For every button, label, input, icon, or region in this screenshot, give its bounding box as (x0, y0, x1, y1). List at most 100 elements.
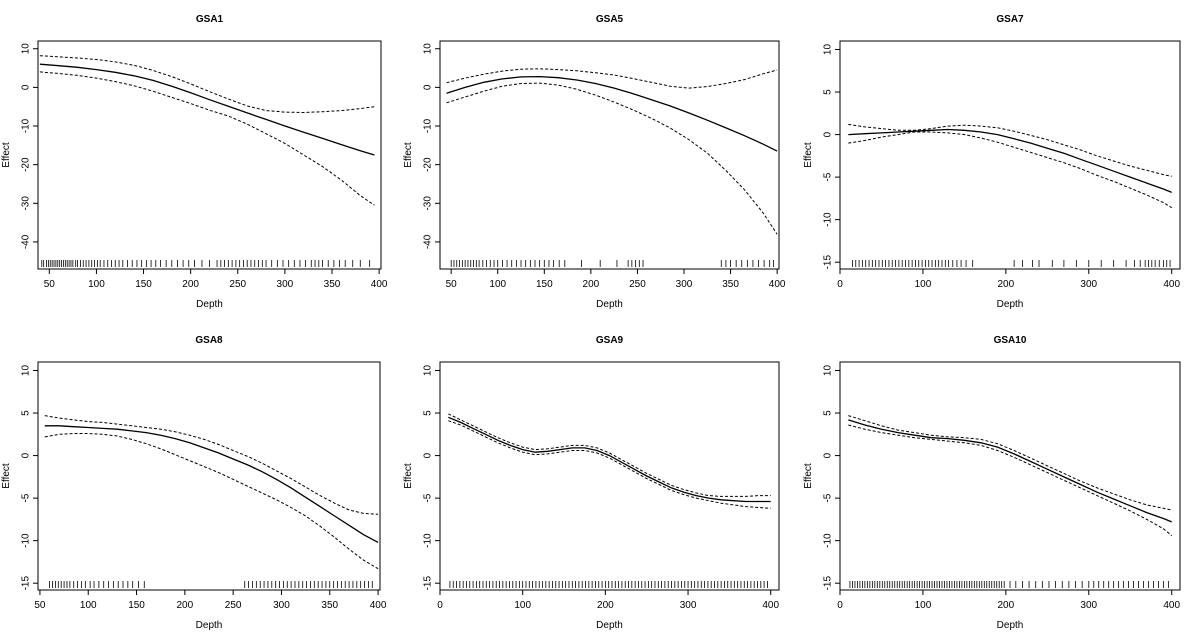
y-tick-label: 10 (823, 365, 834, 377)
series-upper (39, 55, 375, 114)
series-lower (39, 71, 375, 206)
x-tick-label: 100 (915, 279, 932, 290)
x-axis-label: Depth (196, 620, 223, 631)
y-tick-label: -5 (423, 493, 434, 502)
x-tick-label: 350 (722, 279, 739, 290)
x-tick-label: 350 (321, 600, 338, 611)
y-tick-label: -10 (423, 533, 434, 548)
series-fit (44, 425, 379, 543)
y-tick-label: -15 (21, 576, 32, 591)
panel-gsa9: GSA9 Depth Effect 0 100 200 300 400 10 5 0 -5 -10 -15 (403, 335, 780, 631)
y-axis-label: Effect (403, 142, 414, 168)
plot-frame (37, 40, 382, 270)
y-tick-label: -40 (423, 234, 434, 249)
y-tick-label: -5 (823, 172, 834, 181)
x-tick-label: 200 (597, 600, 614, 611)
x-tick-label: 100 (80, 600, 97, 611)
y-axis-label: Effect (803, 142, 814, 168)
series-lower (848, 131, 1172, 209)
y-tick-label: -5 (21, 493, 32, 502)
chart-title: GSA8 (195, 335, 223, 346)
x-tick-label: 400 (1163, 600, 1180, 611)
y-tick-label: -5 (823, 493, 834, 502)
plot-frame (439, 361, 780, 591)
y-tick-label: 5 (823, 410, 834, 416)
y-axis-label: Effect (1, 142, 12, 168)
plot-frame (839, 361, 1181, 591)
y-tick-label: -20 (423, 157, 434, 172)
x-tick-label: 250 (225, 600, 242, 611)
y-tick-label: -30 (21, 196, 32, 211)
x-tick-label: 200 (583, 279, 600, 290)
y-tick-label: 10 (423, 365, 434, 377)
x-tick-label: 300 (273, 600, 290, 611)
panel-gsa10: GSA10 Depth Effect 0 100 200 300 400 10 5 0 -5 -10 -1… (803, 335, 1181, 631)
y-tick-label: -15 (823, 576, 834, 591)
x-tick-label: 400 (370, 600, 387, 611)
x-tick-label: 300 (676, 279, 693, 290)
x-tick-label: 300 (277, 279, 294, 290)
y-tick-label: 0 (823, 452, 834, 458)
x-axis-label: Depth (196, 299, 223, 310)
y-tick-label: 10 (823, 44, 834, 56)
y-tick-label: 10 (21, 43, 32, 55)
x-axis-label: Depth (997, 620, 1024, 631)
series-fit (848, 128, 1172, 194)
y-axis-label: Effect (1, 463, 12, 489)
y-axis-label: Effect (803, 463, 814, 489)
chart-title: GSA5 (596, 14, 624, 25)
x-tick-label: 200 (998, 600, 1015, 611)
x-tick-label: 0 (837, 279, 843, 290)
plot-frame (839, 40, 1181, 270)
x-tick-label: 200 (177, 600, 194, 611)
chart-title: GSA1 (196, 14, 224, 25)
series-upper (848, 415, 1172, 511)
series-lower (44, 433, 379, 570)
x-tick-label: 50 (44, 279, 56, 290)
x-tick-label: 400 (769, 279, 786, 290)
x-tick-label: 300 (680, 600, 697, 611)
x-tick-label: 100 (489, 279, 506, 290)
y-tick-label: 0 (823, 131, 834, 137)
series-fit (848, 419, 1172, 523)
x-tick-label: 400 (1163, 279, 1180, 290)
plot-frame (439, 40, 780, 270)
series-fit (448, 416, 771, 503)
series-fit (39, 63, 375, 156)
y-tick-label: 5 (21, 410, 32, 416)
x-tick-label: 100 (915, 600, 932, 611)
x-tick-label: 250 (629, 279, 646, 290)
y-tick-label: 10 (423, 43, 434, 55)
series-lower (848, 424, 1173, 536)
x-tick-label: 200 (998, 279, 1015, 290)
y-tick-label: -30 (423, 196, 434, 211)
y-tick-label: 10 (21, 365, 32, 377)
x-axis-label: Depth (997, 299, 1024, 310)
y-tick-label: 0 (423, 84, 434, 90)
chart-title: GSA10 (994, 335, 1027, 346)
plot-frame (37, 361, 381, 591)
x-tick-label: 150 (128, 600, 145, 611)
y-tick-label: -10 (823, 533, 834, 548)
x-tick-label: 0 (437, 600, 443, 611)
y-axis-label: Effect (403, 463, 414, 489)
y-tick-label: -15 (823, 255, 834, 270)
x-tick-label: 150 (135, 279, 152, 290)
x-tick-label: 50 (446, 279, 458, 290)
y-tick-label: -10 (423, 118, 434, 133)
series-lower (448, 420, 771, 509)
x-tick-label: 300 (1080, 279, 1097, 290)
x-axis-label: Depth (596, 299, 623, 310)
y-tick-label: -10 (21, 118, 32, 133)
x-tick-label: 100 (88, 279, 105, 290)
series-upper (448, 413, 771, 497)
x-tick-label: 400 (762, 600, 779, 611)
x-tick-label: 350 (324, 279, 341, 290)
x-tick-label: 400 (371, 279, 388, 290)
y-tick-label: -40 (21, 234, 32, 249)
y-tick-label: 0 (423, 452, 434, 458)
